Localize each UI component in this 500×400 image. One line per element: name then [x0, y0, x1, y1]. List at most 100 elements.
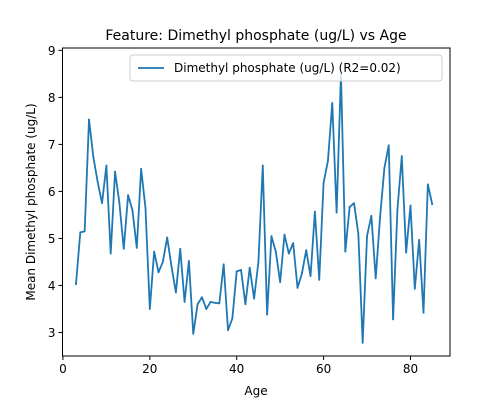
x-axis: 0 20 40 60 80	[59, 356, 418, 376]
data-point	[114, 170, 116, 173]
data-point	[426, 183, 429, 186]
data-point	[379, 216, 381, 219]
data-point	[348, 206, 351, 208]
data-point	[366, 235, 368, 237]
data-point	[344, 250, 347, 253]
data-point	[418, 238, 421, 241]
data-point	[218, 302, 221, 305]
data-point	[170, 265, 173, 268]
data-point	[357, 232, 360, 235]
data-point	[300, 272, 303, 275]
data-point	[122, 247, 125, 250]
data-point	[314, 210, 316, 213]
data-point	[92, 156, 95, 158]
y-tick-label: 3	[48, 326, 56, 340]
data-point	[79, 231, 82, 234]
data-point	[174, 291, 177, 294]
data-point	[335, 211, 338, 214]
y-tick-label: 7	[48, 138, 56, 152]
data-point	[179, 247, 182, 250]
data-point	[105, 164, 108, 167]
data-point	[422, 311, 425, 314]
data-point	[413, 287, 416, 290]
data-point	[75, 283, 77, 285]
data-point	[409, 204, 412, 207]
data-point	[431, 203, 434, 206]
data-point	[274, 250, 277, 253]
data-point	[140, 167, 143, 170]
plot-area	[62, 48, 450, 356]
data-point	[396, 208, 399, 211]
data-point	[305, 249, 308, 252]
data-point	[153, 250, 156, 253]
chart-title: Feature: Dimethyl phosphate (ug/L) vs Ag…	[105, 28, 406, 44]
data-point	[83, 230, 86, 233]
data-point	[287, 252, 290, 255]
data-point	[392, 318, 394, 321]
data-point	[383, 167, 386, 169]
data-point	[161, 261, 164, 263]
data-point	[405, 251, 408, 254]
data-point	[248, 266, 251, 269]
data-point	[283, 233, 286, 236]
y-tick-label: 4	[48, 279, 56, 293]
data-point	[353, 202, 355, 205]
data-point	[118, 202, 121, 205]
data-point	[192, 333, 195, 335]
data-point	[253, 297, 255, 300]
y-tick-label: 5	[48, 232, 56, 246]
data-point	[292, 242, 295, 245]
data-point	[387, 144, 390, 147]
data-point	[157, 271, 160, 274]
data-point	[318, 278, 321, 281]
data-point	[270, 235, 273, 237]
data-point	[88, 118, 90, 121]
data-point	[374, 277, 377, 280]
x-tick-label: 80	[403, 362, 418, 376]
legend: Dimethyl phosphate (ug/L) (R2=0.02)	[129, 54, 443, 82]
y-tick-label: 8	[48, 91, 56, 105]
data-point	[257, 261, 260, 263]
data-point	[148, 308, 151, 310]
x-tick-label: 0	[59, 362, 67, 376]
data-point	[135, 246, 138, 249]
data-point	[166, 236, 169, 239]
data-point	[266, 313, 269, 316]
data-point	[196, 303, 199, 306]
data-point	[205, 308, 208, 310]
data-point	[370, 214, 373, 217]
data-point	[235, 270, 238, 273]
data-point	[131, 209, 134, 212]
data-point	[144, 206, 147, 209]
y-tick-label: 9	[48, 44, 56, 58]
data-point	[227, 329, 229, 332]
series-layer	[74, 72, 434, 344]
data-point	[279, 281, 282, 284]
data-point	[96, 181, 99, 183]
data-point	[244, 303, 247, 306]
legend-box	[129, 54, 443, 82]
data-point	[222, 263, 225, 266]
data-point	[183, 301, 186, 303]
y-axis-label: Mean Dimethyl phosphate (ug/L)	[24, 103, 38, 300]
data-point	[201, 296, 203, 299]
y-tick-label: 6	[48, 185, 56, 199]
data-point	[400, 155, 403, 158]
data-point	[127, 194, 129, 197]
data-point	[209, 301, 212, 303]
data-point	[231, 317, 234, 320]
data-point	[331, 102, 334, 104]
x-tick-label: 40	[229, 362, 244, 376]
data-point	[109, 252, 112, 255]
x-tick-label: 20	[142, 362, 157, 376]
plot-frame	[62, 47, 451, 357]
x-tick-label: 60	[316, 362, 331, 376]
data-point	[296, 286, 299, 289]
data-point	[327, 159, 329, 162]
data-point	[309, 275, 312, 277]
data-point	[322, 182, 325, 184]
legend-label: Dimethyl phosphate (ug/L) (R2=0.02)	[174, 61, 401, 75]
data-point	[101, 202, 103, 205]
data-point	[261, 164, 264, 167]
